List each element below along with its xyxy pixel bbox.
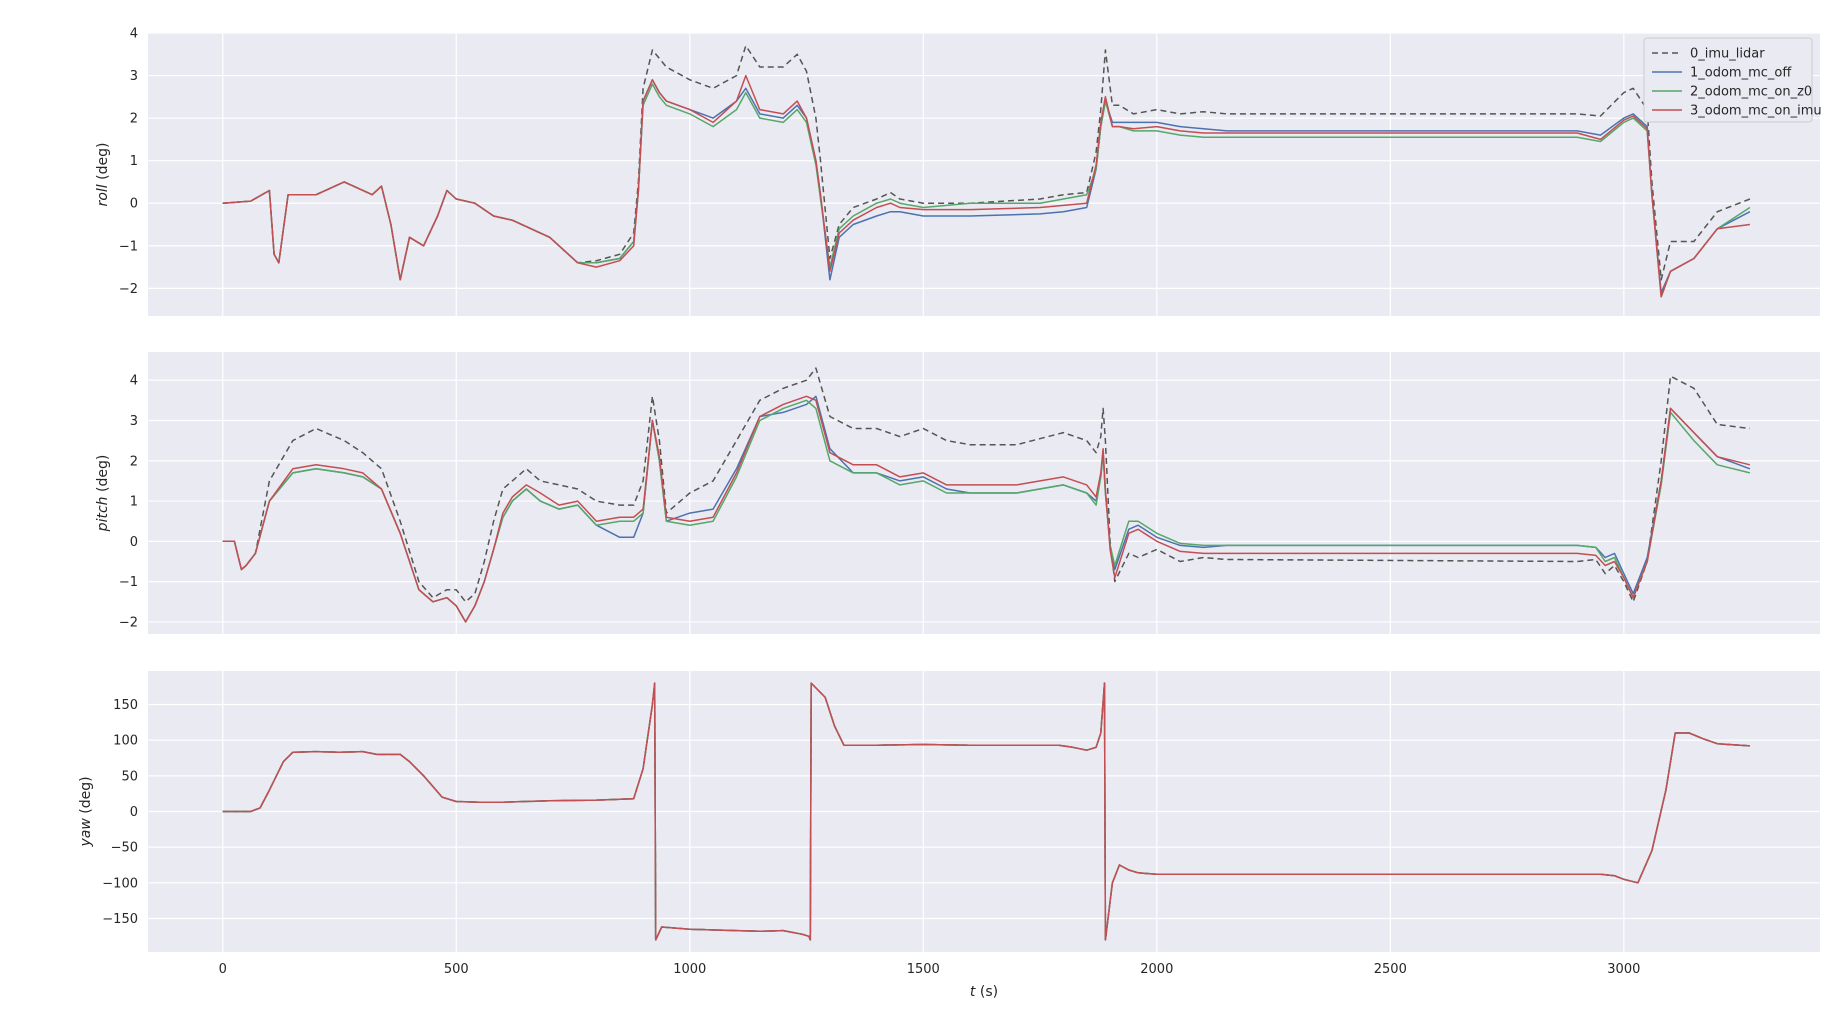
x-tick-label: 0	[219, 962, 227, 977]
y-tick-label: −2	[119, 615, 138, 630]
x-tick-label: 3000	[1607, 962, 1640, 977]
y-tick-label: 1	[130, 154, 138, 169]
series-line-3_odom_mc_on_imu	[222, 395, 1751, 623]
y-tick-label: 3	[130, 69, 138, 84]
subplot-1: −2 −1 0 1 2 3 4 pitch (deg)	[95, 352, 1820, 634]
series-line-0_imu_lidar	[222, 367, 1750, 603]
series-line-3_odom_mc_on_imu	[222, 682, 1750, 941]
x-tick-label: 2500	[1374, 962, 1407, 977]
y-tick-label: 0	[130, 805, 138, 820]
x-tick-label: 1000	[673, 962, 706, 977]
y-tick-label: 1	[130, 495, 138, 510]
legend-label: 2_odom_mc_on_z0	[1690, 85, 1812, 100]
y-tick-label: −150	[102, 912, 138, 927]
y-tick-label: −1	[119, 239, 138, 254]
y-axis-label: pitch (deg)	[95, 455, 111, 533]
y-axis-label: yaw (deg)	[78, 776, 94, 847]
legend-label: 0_imu_lidar	[1690, 47, 1765, 62]
y-tick-label: −100	[102, 876, 138, 891]
x-tick-label: 500	[444, 962, 469, 977]
y-axis-label: roll (deg)	[95, 143, 111, 207]
y-tick-label: −2	[119, 282, 138, 297]
y-tick-label: 4	[130, 374, 138, 389]
subplot-2: −150 −100 −50 0 50 100 150 yaw (deg) 0 500 1000 150…	[78, 671, 1820, 1000]
plot-background	[148, 33, 1820, 316]
y-tick-label: 0	[130, 535, 138, 550]
y-tick-label: 4	[130, 27, 138, 42]
y-tick-label: 2	[130, 112, 138, 127]
legend: 0_imu_lidar 1_odom_mc_off 2_odom_mc_on_z0 3…	[1643, 37, 1822, 123]
y-tick-label: 100	[113, 734, 138, 749]
x-tick-label: 1500	[907, 962, 940, 977]
legend-label: 1_odom_mc_off	[1690, 66, 1792, 81]
y-tick-label: −1	[119, 575, 138, 590]
y-tick-label: −50	[111, 841, 138, 856]
series-line-3_odom_mc_on_imu	[222, 74, 1750, 298]
y-tick-label: 3	[130, 414, 138, 429]
y-tick-label: 50	[121, 769, 138, 784]
legend-label: 3_odom_mc_on_imu	[1690, 104, 1822, 119]
y-tick-label: 0	[130, 197, 138, 212]
legend-box	[1643, 37, 1813, 123]
subplot-0: −2 −1 0 1 2 3 4 roll (deg) 0_imu_lidar 1_odom_mc_…	[95, 27, 1822, 316]
y-tick-label: 150	[113, 698, 138, 713]
x-tick-label: 2000	[1140, 962, 1173, 977]
x-axis-label: t (s)	[970, 984, 998, 1000]
y-tick-label: 2	[130, 454, 138, 469]
